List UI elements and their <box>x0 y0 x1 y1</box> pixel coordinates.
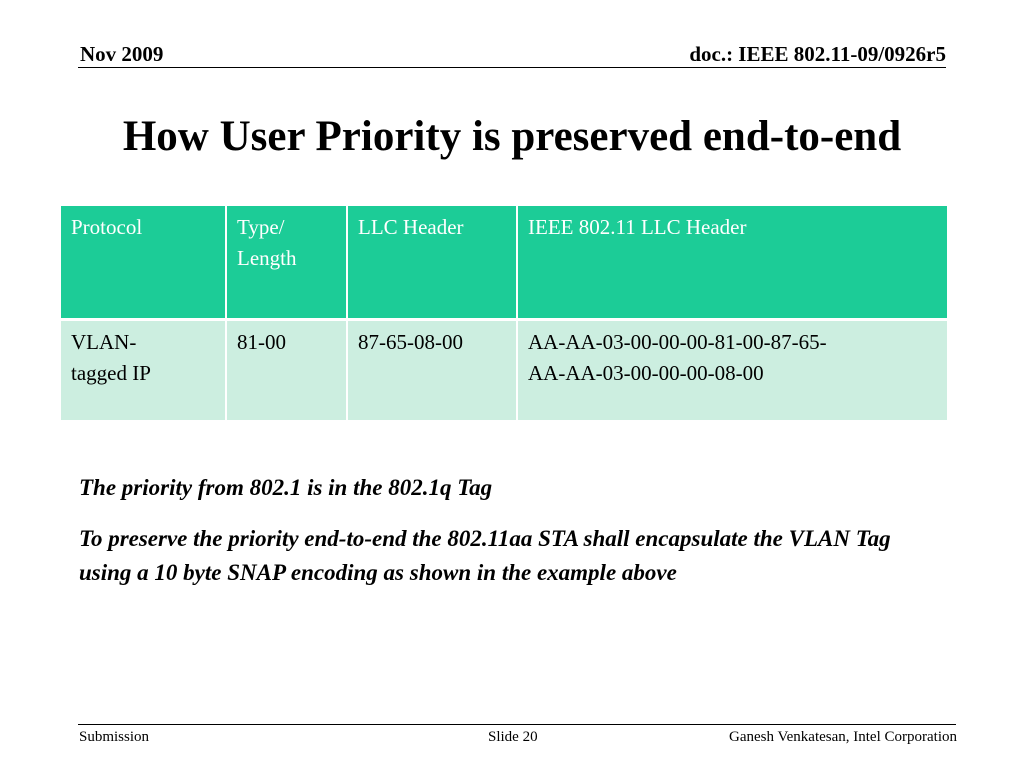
header-date: Nov 2009 <box>80 42 164 66</box>
table-header-row: Protocol Type/Length LLC Header IEEE 802… <box>61 206 947 321</box>
slide-title: How User Priority is preserved end-to-en… <box>122 113 902 160</box>
cell-type-length: 81-00 <box>226 319 348 420</box>
header-doc-id: doc.: IEEE 802.11-09/0926r5 <box>689 42 946 66</box>
footer-submission: Submission <box>79 729 150 745</box>
table-row: VLAN-tagged IP 81-00 87-65-08-00 AA-AA-0… <box>61 319 947 420</box>
cell-llc-header: 87-65-08-00 <box>347 319 518 420</box>
column-header-llc-header: LLC Header <box>347 206 518 321</box>
cell-protocol: VLAN-tagged IP <box>61 319 227 420</box>
column-header-ieee-llc-header: IEEE 802.11 LLC Header <box>517 206 947 321</box>
footer-divider <box>78 724 956 725</box>
header-divider <box>78 67 946 68</box>
preserve-note: To preserve the priority end-to-end the … <box>79 526 891 585</box>
priority-note: The priority from 802.1 is in the 802.1q… <box>79 475 493 500</box>
column-header-type-length: Type/Length <box>226 206 348 321</box>
column-header-protocol: Protocol <box>61 206 227 321</box>
footer-author: Ganesh Venkatesan, Intel Corporation <box>729 729 957 745</box>
cell-ieee-llc-header: AA-AA-03-00-00-00-81-00-87-65- AA-AA-03-0… <box>528 329 827 385</box>
footer-slide-number: Slide 20 <box>488 729 538 745</box>
llc-header-table: Protocol Type/Length LLC Header IEEE 802… <box>61 206 947 420</box>
